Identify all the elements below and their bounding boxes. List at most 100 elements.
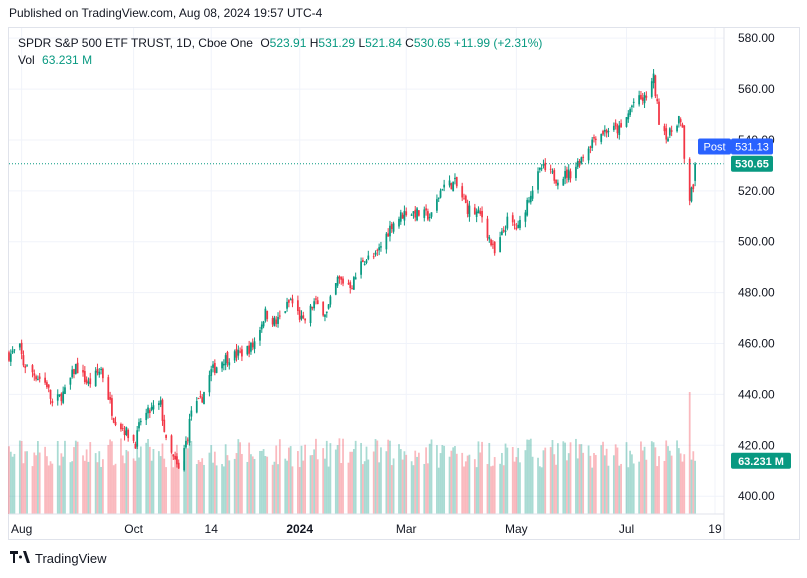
volume-line: Vol 63.231 M bbox=[18, 52, 542, 69]
volume-bar bbox=[417, 452, 420, 514]
volume-bar bbox=[631, 454, 633, 514]
candle-body bbox=[398, 218, 400, 227]
candle-body bbox=[163, 419, 166, 432]
volume-bar bbox=[241, 453, 243, 514]
volume-bar bbox=[56, 440, 59, 514]
candle-body bbox=[663, 126, 666, 132]
brand-footer[interactable]: TradingView bbox=[10, 551, 107, 566]
candle-body bbox=[222, 363, 225, 366]
volume-bar bbox=[517, 447, 520, 514]
volume-bar bbox=[632, 463, 635, 514]
volume-bar bbox=[468, 454, 471, 514]
volume-bar bbox=[315, 438, 317, 514]
volume-bar bbox=[399, 449, 402, 514]
candle-body bbox=[575, 166, 577, 179]
volume-bars bbox=[8, 392, 696, 514]
volume-bar bbox=[441, 445, 444, 514]
volume-bar bbox=[69, 462, 72, 514]
candle-body bbox=[587, 148, 590, 161]
candle-body bbox=[540, 168, 543, 170]
volume-bar bbox=[89, 442, 92, 514]
candle-body bbox=[582, 156, 585, 158]
volume-bar bbox=[73, 447, 75, 514]
candle-body bbox=[172, 454, 175, 457]
volume-bar bbox=[177, 466, 180, 514]
candle-body bbox=[201, 397, 204, 403]
volume-bar bbox=[542, 450, 545, 514]
candle-body bbox=[354, 277, 357, 280]
candle-body bbox=[102, 368, 104, 379]
volume-bar bbox=[650, 441, 653, 514]
volume-bar bbox=[519, 462, 521, 514]
volume-bar bbox=[658, 456, 660, 514]
candle-body bbox=[372, 256, 375, 258]
candle-body bbox=[195, 400, 198, 413]
volume-bar bbox=[448, 456, 451, 514]
volume-bar bbox=[681, 461, 684, 514]
candle-body bbox=[111, 398, 113, 416]
candle-body bbox=[481, 210, 483, 218]
candle-body bbox=[640, 94, 642, 100]
candle-body bbox=[677, 116, 680, 124]
symbol-name[interactable]: SPDR S&P 500 ETF TRUST, 1D, Cboe One bbox=[18, 36, 253, 50]
volume-bar bbox=[679, 453, 682, 514]
open-label: O bbox=[260, 36, 270, 50]
candle-body bbox=[542, 163, 545, 166]
volume-bar bbox=[479, 452, 482, 514]
candle-body bbox=[49, 389, 52, 399]
candle-body bbox=[31, 365, 34, 373]
candle-body bbox=[183, 448, 186, 471]
candle-body bbox=[250, 342, 252, 352]
volume-bar bbox=[473, 459, 476, 514]
volume-bar bbox=[253, 458, 256, 514]
candle-body bbox=[405, 211, 408, 216]
candle-body bbox=[237, 350, 240, 356]
volume-bar bbox=[488, 442, 491, 514]
y-tick-label: 440.00 bbox=[738, 387, 775, 401]
chart-legend: SPDR S&P 500 ETF TRUST, 1D, Cboe One O52… bbox=[18, 35, 542, 69]
candle-body bbox=[87, 381, 90, 384]
volume-bar bbox=[210, 445, 213, 514]
volume-bar bbox=[436, 445, 438, 514]
volume-badge-text: 63.231 M bbox=[738, 456, 784, 468]
volume-bar bbox=[291, 466, 294, 514]
candle-body bbox=[251, 342, 254, 348]
volume-bar bbox=[98, 451, 101, 514]
candle-body bbox=[607, 131, 610, 133]
candle-body bbox=[631, 105, 633, 108]
candle-body bbox=[654, 75, 657, 97]
candle-body bbox=[517, 224, 520, 228]
volume-bar bbox=[13, 453, 16, 514]
candle-body bbox=[367, 255, 370, 260]
candle-body bbox=[374, 252, 377, 255]
volume-bar bbox=[172, 467, 175, 514]
candle-body bbox=[410, 214, 413, 216]
candle-body bbox=[591, 139, 594, 148]
candle-body bbox=[62, 391, 65, 403]
volume-bar bbox=[239, 442, 241, 514]
volume-bar bbox=[197, 460, 200, 514]
candle-body bbox=[342, 278, 344, 284]
volume-bar bbox=[605, 448, 608, 514]
close-label: C bbox=[405, 36, 414, 50]
candle-body bbox=[676, 125, 678, 132]
volume-bar bbox=[302, 460, 305, 514]
volume-bar bbox=[492, 465, 494, 514]
candle-body bbox=[327, 304, 330, 309]
candle-body bbox=[138, 422, 140, 429]
candle-body bbox=[553, 169, 556, 181]
volume-label[interactable]: Vol bbox=[18, 53, 35, 67]
candle-body bbox=[392, 223, 395, 232]
candle-body bbox=[492, 243, 494, 245]
candle-body bbox=[266, 310, 269, 319]
candle-body bbox=[627, 113, 630, 120]
candle-body bbox=[589, 146, 592, 149]
volume-bar bbox=[287, 447, 290, 514]
volume-bar bbox=[600, 445, 603, 514]
candle-body bbox=[278, 315, 281, 317]
candle-body bbox=[454, 177, 456, 180]
x-tick-label: Oct bbox=[124, 522, 143, 536]
candle-body bbox=[667, 138, 669, 142]
volume-bar bbox=[437, 467, 440, 514]
